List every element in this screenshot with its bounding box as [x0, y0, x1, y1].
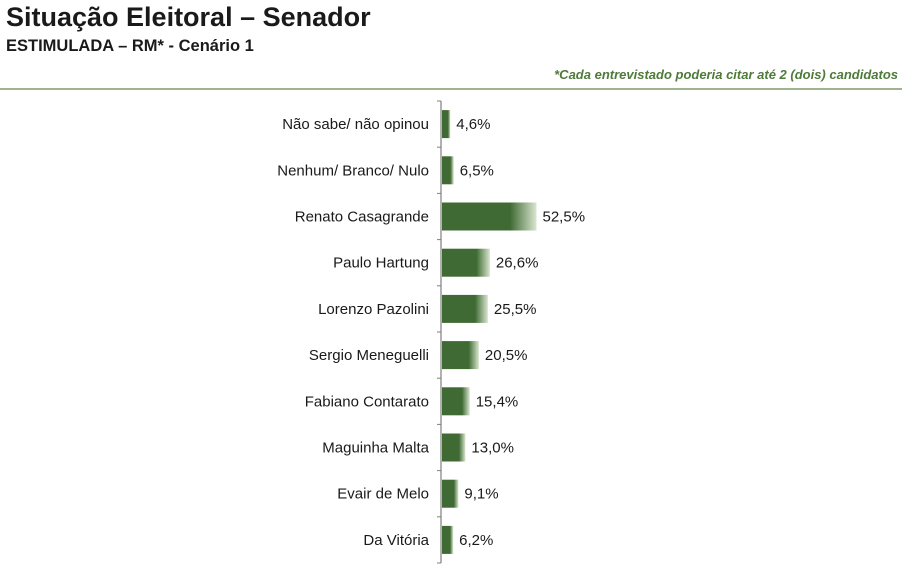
category-label: Maguinha Malta [322, 440, 429, 457]
category-label: Não sabe/ não opinou [282, 116, 429, 133]
bar [442, 479, 459, 508]
value-label: 13,0% [471, 440, 514, 457]
category-label: Paulo Hartung [333, 255, 429, 272]
value-label: 6,2% [459, 532, 493, 549]
bar [442, 110, 451, 139]
bar [442, 433, 466, 462]
bar [442, 156, 454, 185]
category-label: Lorenzo Pazolini [318, 301, 429, 318]
category-label: Fabiano Contarato [305, 393, 429, 410]
bar-chart: Não sabe/ não opinou 4,6% Nenhum/ Branco/ … [277, 100, 586, 564]
bar [442, 248, 490, 277]
value-label: 4,6% [456, 116, 490, 133]
category-label: Sergio Meneguelli [309, 347, 429, 364]
category-label: Renato Casagrande [295, 209, 429, 226]
chart-subtitle: ESTIMULADA – RM* - Cenário 1 [6, 37, 254, 55]
bar [442, 202, 537, 231]
bar [442, 387, 470, 416]
value-label: 26,6% [496, 255, 539, 272]
bar [442, 294, 488, 323]
footnote: *Cada entrevistado poderia citar até 2 (… [554, 67, 898, 82]
header-divider [0, 88, 902, 90]
value-label: 20,5% [485, 347, 528, 364]
category-label: Evair de Melo [337, 486, 429, 503]
bar [442, 525, 454, 554]
category-label: Nenhum/ Branco/ Nulo [277, 162, 429, 179]
value-label: 25,5% [494, 301, 537, 318]
bar [442, 341, 479, 370]
category-label: Da Vitória [363, 532, 429, 549]
value-label: 6,5% [460, 162, 494, 179]
chart-title: Situação Eleitoral – Senador [6, 2, 371, 32]
value-label: 15,4% [476, 393, 519, 410]
value-label: 52,5% [543, 209, 586, 226]
value-label: 9,1% [464, 486, 498, 503]
